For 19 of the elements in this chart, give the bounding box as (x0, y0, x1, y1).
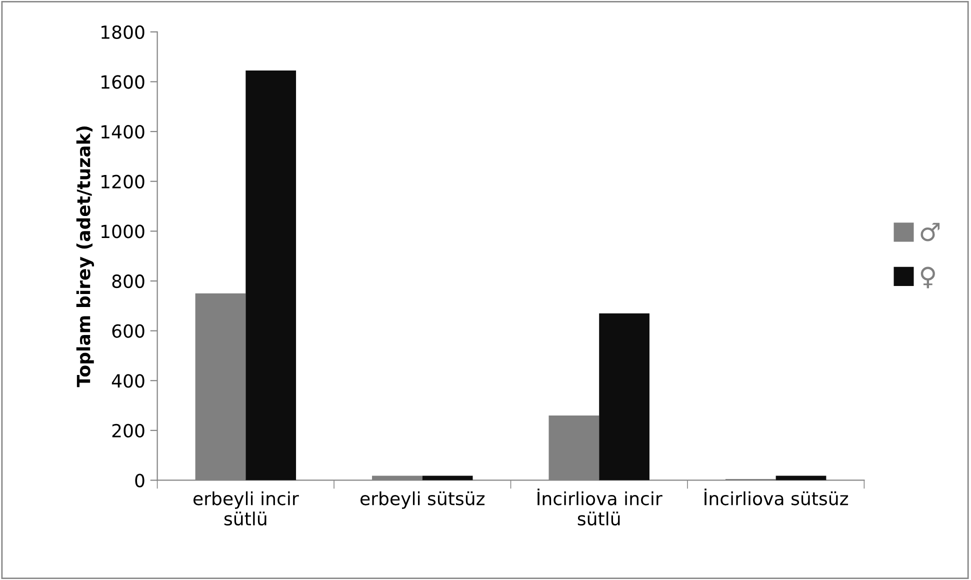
x-tick-label: İncirliova sütsüz (704, 488, 848, 506)
x-tick-label: erbeyli incir sütlü (193, 491, 299, 526)
y-tick-label: 1600 (102, 75, 144, 89)
x-tick-label: İncirliova incir sütlü (538, 488, 662, 526)
legend-label: ♂ (920, 222, 940, 242)
y-tick-label: 1800 (102, 25, 144, 40)
bar (599, 313, 650, 480)
x-tick-label: erbeyli sütsüz (360, 491, 485, 509)
y-tick-label: 0 (135, 474, 144, 488)
bar (246, 70, 296, 480)
y-tick-label: 200 (112, 424, 144, 438)
legend-label: ♀ (920, 266, 935, 288)
y-tick-label: 800 (112, 274, 144, 288)
y-axis-title: Toplam birey (adet/tuzak) (76, 126, 94, 388)
y-tick-label: 1000 (102, 224, 144, 238)
y-tick-label: 600 (112, 324, 144, 338)
y-tick-label: 1200 (102, 174, 144, 188)
y-tick-label: 1400 (102, 124, 144, 139)
y-tick-label: 400 (112, 374, 144, 388)
